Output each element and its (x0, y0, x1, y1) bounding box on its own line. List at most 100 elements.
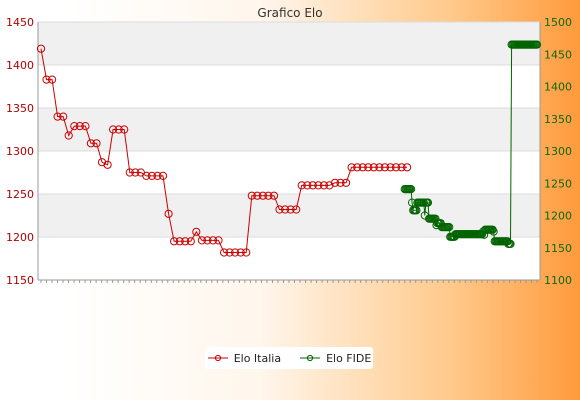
data-point[interactable] (319, 181, 328, 190)
data-point[interactable] (214, 236, 223, 245)
data-point[interactable] (275, 205, 284, 214)
data-point[interactable] (506, 239, 515, 248)
y-axis-left-ticks: 1150 1200 1250 1300 1350 1400 1450 (6, 16, 34, 287)
data-point[interactable] (59, 112, 68, 121)
data-point[interactable] (386, 163, 395, 172)
data-point[interactable] (181, 237, 190, 246)
data-point[interactable] (153, 171, 162, 180)
data-point[interactable] (314, 181, 323, 190)
data-point[interactable] (489, 227, 498, 236)
data-point[interactable] (445, 223, 454, 232)
data-point[interactable] (247, 191, 256, 200)
y-tick-label-right: 1100 (544, 274, 572, 287)
data-point[interactable] (258, 191, 267, 200)
y-tick-label-right: 1500 (544, 16, 572, 29)
data-point[interactable] (147, 171, 156, 180)
data-point[interactable] (412, 206, 421, 215)
data-point[interactable] (86, 139, 96, 148)
y-tick-label-left: 1450 (6, 16, 34, 29)
data-point[interactable] (253, 191, 262, 200)
data-point[interactable] (81, 122, 90, 131)
data-point[interactable] (175, 237, 184, 246)
data-point[interactable] (75, 122, 84, 131)
y-tick-label-right: 1250 (544, 177, 572, 190)
data-point[interactable] (158, 171, 168, 180)
data-point[interactable] (407, 185, 416, 194)
data-point[interactable] (192, 227, 201, 236)
data-point[interactable] (423, 198, 433, 207)
y-tick-label-right: 1200 (544, 210, 572, 223)
y-tick-label-left: 1250 (6, 188, 34, 201)
data-point[interactable] (125, 168, 134, 177)
data-point[interactable] (380, 163, 389, 172)
data-point[interactable] (391, 163, 401, 172)
data-point[interactable] (369, 163, 378, 172)
data-point[interactable] (364, 163, 373, 172)
data-point[interactable] (208, 236, 218, 245)
data-point[interactable] (242, 248, 251, 257)
chart-title: Grafico Elo (257, 6, 322, 20)
data-point[interactable] (308, 181, 317, 190)
x-axis-ticks (40, 280, 538, 283)
data-point[interactable] (532, 40, 542, 49)
plot-band (38, 22, 540, 65)
data-point[interactable] (358, 163, 367, 172)
data-point[interactable] (353, 163, 362, 172)
data-point[interactable] (342, 178, 351, 187)
data-point[interactable] (120, 125, 129, 134)
series-elo-fide (400, 40, 542, 248)
data-point[interactable] (197, 236, 206, 245)
y-tick-label-left: 1350 (6, 102, 34, 115)
legend-swatch-elo-fide (300, 354, 321, 362)
data-point[interactable] (336, 178, 345, 187)
y-axis-right-ticks: 1100 1150 1200 1250 1300 1350 1400 1450 1500 (544, 16, 572, 287)
data-point[interactable] (281, 205, 290, 214)
data-point[interactable] (292, 205, 301, 214)
data-point[interactable] (403, 163, 412, 172)
data-point[interactable] (419, 198, 428, 207)
data-point[interactable] (347, 163, 356, 172)
data-point[interactable] (114, 125, 123, 134)
data-point[interactable] (236, 248, 245, 257)
data-point[interactable] (397, 163, 406, 172)
data-point[interactable] (142, 171, 151, 180)
data-point[interactable] (297, 181, 306, 190)
data-point[interactable] (225, 248, 234, 257)
data-point[interactable] (42, 75, 51, 84)
series-line (40, 48, 408, 253)
y-tick-label-right: 1350 (544, 113, 572, 126)
data-point[interactable] (48, 75, 57, 84)
legend-item-elo-italia[interactable]: Elo Italia (207, 352, 281, 365)
data-point[interactable] (164, 209, 173, 218)
data-point[interactable] (53, 112, 62, 121)
legend-item-elo-fide[interactable]: Elo FIDE (299, 352, 371, 365)
data-point[interactable] (64, 131, 73, 140)
data-point[interactable] (36, 44, 46, 53)
series-layer (36, 40, 542, 257)
data-point[interactable] (220, 248, 229, 257)
data-point[interactable] (286, 205, 295, 214)
data-point[interactable] (103, 160, 112, 169)
data-point[interactable] (203, 236, 212, 245)
data-point[interactable] (70, 122, 79, 131)
legend-swatch-elo-italia (207, 354, 228, 362)
data-point[interactable] (264, 191, 273, 200)
data-point[interactable] (170, 237, 179, 246)
data-point[interactable] (375, 163, 384, 172)
plot-band (38, 194, 540, 237)
data-point[interactable] (488, 225, 497, 234)
data-point[interactable] (186, 237, 195, 246)
data-point[interactable] (131, 168, 140, 177)
y-tick-label-left: 1150 (6, 274, 34, 287)
y-tick-label-right: 1300 (544, 145, 572, 158)
data-point[interactable] (231, 248, 240, 257)
y-tick-label-left: 1300 (6, 145, 34, 158)
data-point[interactable] (303, 181, 312, 190)
data-point[interactable] (269, 191, 279, 200)
data-point[interactable] (109, 125, 118, 134)
y-tick-label-right: 1150 (544, 242, 572, 255)
data-point[interactable] (92, 139, 101, 148)
data-point[interactable] (330, 178, 340, 187)
